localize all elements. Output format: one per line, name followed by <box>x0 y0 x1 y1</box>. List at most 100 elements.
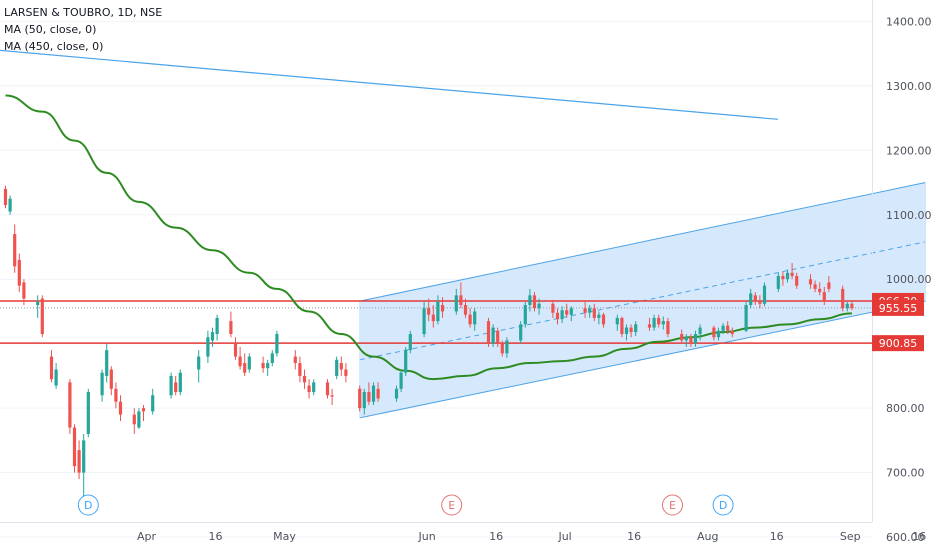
candle-body[interactable] <box>486 321 491 344</box>
candle-body[interactable] <box>592 308 596 318</box>
candle-body[interactable] <box>206 337 210 357</box>
candle-body[interactable] <box>261 363 265 369</box>
candle-body[interactable] <box>505 340 509 354</box>
candle-body[interactable] <box>344 369 348 376</box>
candle-body[interactable] <box>652 317 656 328</box>
parallel-channel-fill[interactable] <box>359 182 926 418</box>
channel-upper-line[interactable] <box>359 182 926 302</box>
candle-body[interactable] <box>615 317 619 325</box>
symbol-title[interactable]: LARSEN & TOUBRO, 1D, NSE <box>4 6 163 19</box>
candle-body[interactable] <box>647 324 652 328</box>
ma50-line[interactable] <box>5 94 852 381</box>
candle-body[interactable] <box>325 382 330 396</box>
candle-body[interactable] <box>726 325 730 331</box>
candle-body[interactable] <box>399 372 403 389</box>
candle-body[interactable] <box>266 363 270 369</box>
candle-body[interactable] <box>463 305 468 315</box>
candle-body[interactable] <box>339 363 343 370</box>
candle-body[interactable] <box>362 392 366 409</box>
candle-body[interactable] <box>749 293 753 306</box>
candle-body[interactable] <box>473 311 477 325</box>
candle-body[interactable] <box>528 295 532 306</box>
candle-body[interactable] <box>376 388 380 399</box>
candle-body[interactable] <box>169 375 173 396</box>
candle-body[interactable] <box>827 282 831 289</box>
candle-body[interactable] <box>813 284 817 289</box>
candle-body[interactable] <box>468 314 472 325</box>
candle-body[interactable] <box>302 375 307 383</box>
candle-body[interactable] <box>519 324 523 341</box>
candle-body[interactable] <box>693 334 698 344</box>
candle-body[interactable] <box>822 292 826 302</box>
candle-body[interactable] <box>716 330 721 338</box>
candle-body[interactable] <box>49 356 54 380</box>
candle-body[interactable] <box>40 298 44 335</box>
candle-body[interactable] <box>114 388 118 402</box>
candle-body[interactable] <box>394 388 399 399</box>
candle-body[interactable] <box>790 272 794 276</box>
candle-body[interactable] <box>36 301 40 306</box>
candle-body[interactable] <box>137 411 141 428</box>
candle-body[interactable] <box>601 314 606 325</box>
dividend-event-marker[interactable] <box>712 494 734 516</box>
candle-body[interactable] <box>537 303 541 309</box>
candle-body[interactable] <box>776 276 780 289</box>
candle-body[interactable] <box>408 334 412 351</box>
candle-body[interactable] <box>330 395 334 397</box>
ma50-legend[interactable]: MA (50, close, 0) <box>4 23 97 36</box>
candle-body[interactable] <box>730 330 734 335</box>
candle-body[interactable] <box>151 395 155 412</box>
candle-body[interactable] <box>422 308 426 335</box>
candle-body[interactable] <box>22 282 26 299</box>
candle-body[interactable] <box>215 317 219 335</box>
candle-body[interactable] <box>367 392 371 402</box>
candle-body[interactable] <box>100 372 104 396</box>
candle-body[interactable] <box>744 305 748 331</box>
candle-body[interactable] <box>551 303 555 313</box>
candle-body[interactable] <box>657 317 661 325</box>
candle-body[interactable] <box>178 372 182 393</box>
candle-body[interactable] <box>293 356 297 364</box>
candle-body[interactable] <box>13 234 17 267</box>
candle-body[interactable] <box>436 301 440 322</box>
candle-body[interactable] <box>698 327 702 335</box>
candle-body[interactable] <box>629 327 633 333</box>
candle-body[interactable] <box>243 363 247 373</box>
candle-body[interactable] <box>680 334 684 341</box>
candle-body[interactable] <box>459 295 463 306</box>
candle-body[interactable] <box>440 305 445 312</box>
candle-body[interactable] <box>82 440 86 473</box>
ma450-line[interactable] <box>0 49 779 120</box>
candle-body[interactable] <box>762 285 767 304</box>
candle-body[interactable] <box>818 288 822 293</box>
ma450-legend[interactable]: MA (450, close, 0) <box>4 40 104 53</box>
candle-body[interactable] <box>500 343 504 354</box>
candle-body[interactable] <box>588 308 592 313</box>
candle-body[interactable] <box>661 321 665 325</box>
candle-body[interactable] <box>132 414 136 425</box>
candle-body[interactable] <box>105 350 109 376</box>
channel-lower-line[interactable] <box>359 300 926 419</box>
candle-body[interactable] <box>298 363 302 376</box>
candle-body[interactable] <box>721 325 725 331</box>
candle-body[interactable] <box>197 356 201 370</box>
candle-body[interactable] <box>404 350 408 373</box>
candle-body[interactable] <box>270 353 274 364</box>
candle-body[interactable] <box>597 314 601 318</box>
candle-body[interactable] <box>307 385 311 393</box>
candle-body[interactable] <box>758 301 762 304</box>
candle-body[interactable] <box>210 332 215 341</box>
candle-body[interactable] <box>753 295 757 302</box>
candle-body[interactable] <box>68 382 72 428</box>
candle-body[interactable] <box>358 388 362 409</box>
candle-body[interactable] <box>845 303 849 309</box>
candle-body[interactable] <box>238 356 242 367</box>
candle-body[interactable] <box>109 369 113 389</box>
candle-body[interactable] <box>496 330 500 344</box>
candle-body[interactable] <box>569 308 573 315</box>
candle-body[interactable] <box>233 343 238 357</box>
candle-body[interactable] <box>371 385 376 402</box>
candle-body[interactable] <box>3 188 8 206</box>
candle-body[interactable] <box>620 317 624 335</box>
